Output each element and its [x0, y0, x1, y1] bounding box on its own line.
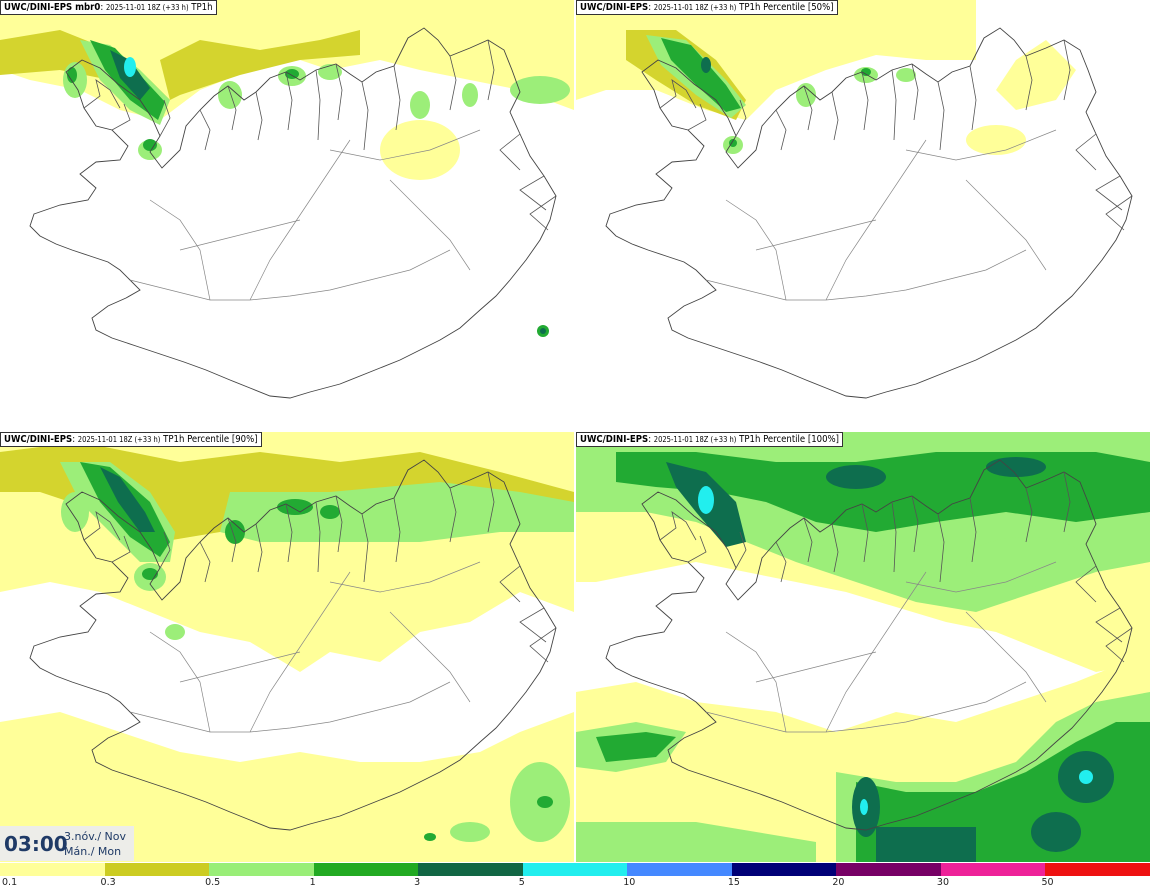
precip-map: [576, 0, 1150, 430]
valid-date-line2: Mán./ Mon: [64, 845, 122, 858]
legend-tick-label: 3: [414, 877, 421, 888]
map-panel-member0: UWC/DINI-EPS mbr0: 2025-11-01 18Z (+33 h…: [0, 0, 574, 430]
legend-swatch: [940, 863, 1046, 876]
precip-map: [0, 432, 574, 862]
precip-map: [0, 0, 574, 430]
legend-tick-label: 0.1: [2, 877, 18, 888]
legend-tick-label: 0.5: [205, 877, 221, 888]
legend-tick-label: 1: [309, 877, 316, 888]
legend-tick-label: 0.3: [100, 877, 116, 888]
valid-time: 03:00: [4, 832, 68, 856]
legend-swatch: [313, 863, 419, 876]
panel-title: UWC/DINI-EPS: 2025-11-01 18Z (+33 h) TP1…: [576, 0, 838, 15]
color-legend: 0.1 0.3 0.5 1 3 5 10 15 20 30 50: [0, 863, 1150, 891]
legend-swatch: [836, 863, 941, 876]
legend-swatch: [627, 863, 732, 876]
legend-swatch: [522, 863, 628, 876]
panel-divider: [0, 430, 1150, 432]
legend-tick-label: 20: [832, 877, 845, 888]
map-panel-percentile-50: UWC/DINI-EPS: 2025-11-01 18Z (+33 h) TP1…: [576, 0, 1150, 430]
legend-swatch: [0, 863, 105, 876]
map-panel-percentile-100: UWC/DINI-EPS: 2025-11-01 18Z (+33 h) TP1…: [576, 432, 1150, 862]
panel-title: UWC/DINI-EPS: 2025-11-01 18Z (+33 h) TP1…: [0, 432, 262, 447]
map-panel-percentile-90: UWC/DINI-EPS: 2025-11-01 18Z (+33 h) TP1…: [0, 432, 574, 862]
legend-tick-label: 50: [1041, 877, 1054, 888]
precip-map: [576, 432, 1150, 862]
legend-tick-label: 5: [518, 877, 525, 888]
panel-title: UWC/DINI-EPS: 2025-11-01 18Z (+33 h) TP1…: [576, 432, 844, 447]
panel-title: UWC/DINI-EPS mbr0: 2025-11-01 18Z (+33 h…: [0, 0, 217, 15]
valid-date-line1: 3.nóv./ Nov: [64, 830, 127, 843]
legend-swatch: [731, 863, 837, 876]
legend-tick-label: 30: [936, 877, 949, 888]
legend-swatches: [0, 863, 1150, 876]
legend-swatch: [418, 863, 523, 876]
legend-ticks: 0.1 0.3 0.5 1 3 5 10 15 20 30 50: [0, 877, 1150, 891]
legend-swatch: [1045, 863, 1150, 876]
valid-time-box: 03:00 3.nóv./ Nov Mán./ Mon: [0, 826, 134, 861]
legend-tick-label: 15: [727, 877, 740, 888]
legend-swatch: [104, 863, 210, 876]
legend-tick-label: 10: [623, 877, 636, 888]
legend-swatch: [209, 863, 314, 876]
